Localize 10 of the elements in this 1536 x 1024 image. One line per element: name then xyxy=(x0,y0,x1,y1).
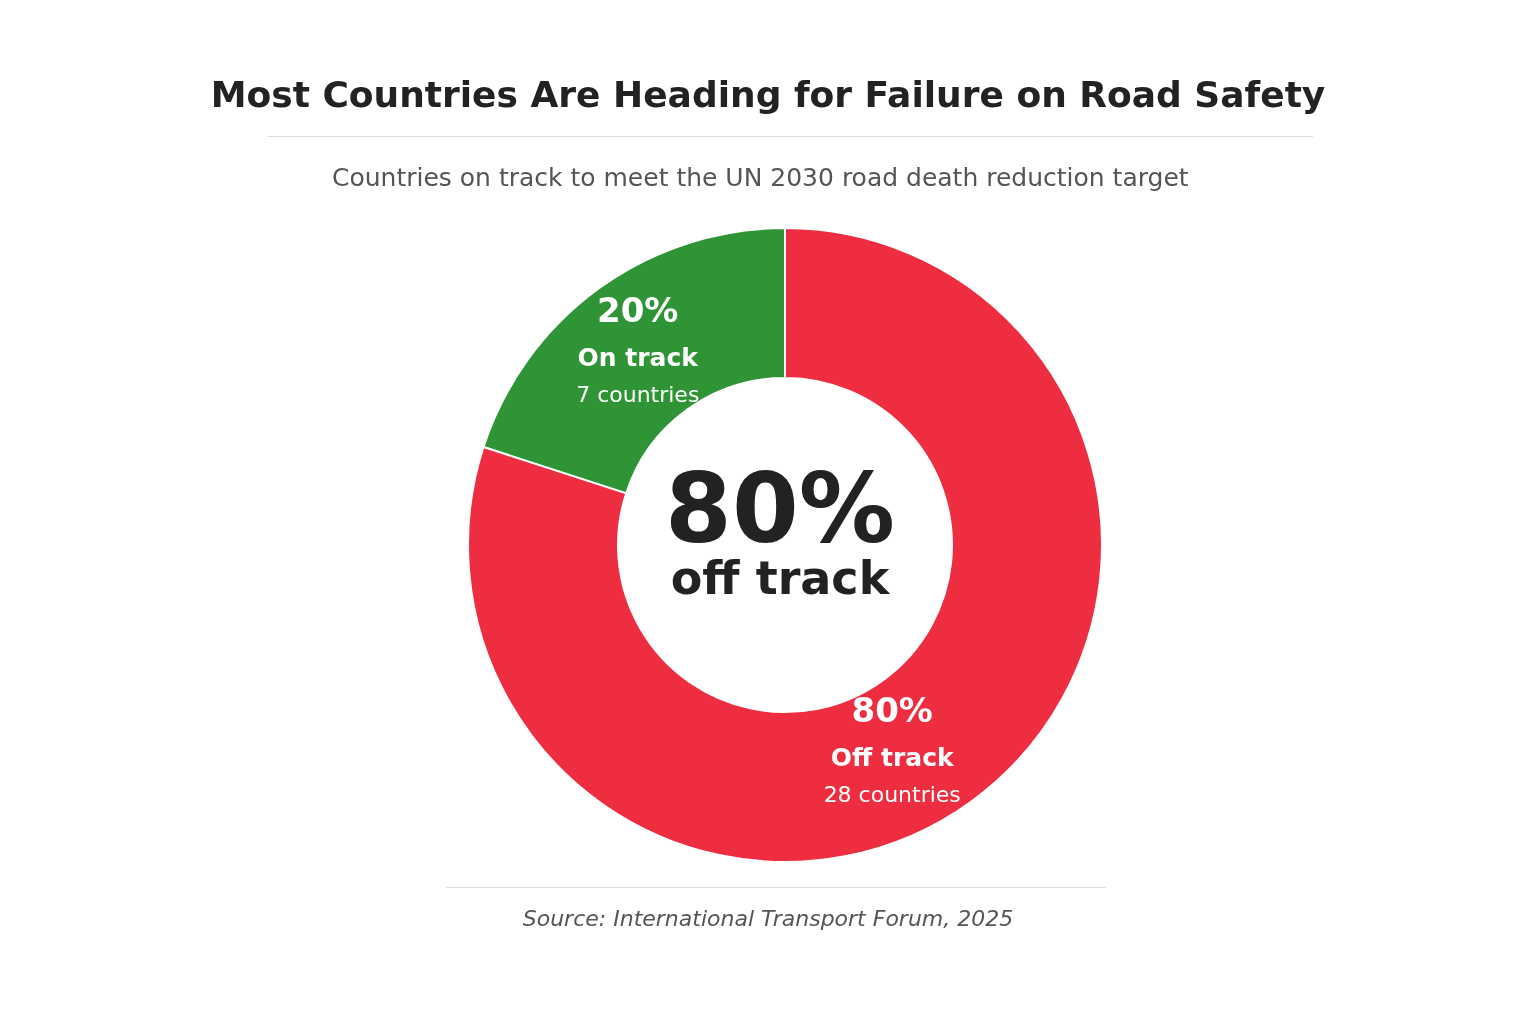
chart-title: Most Countries Are Heading for Failure on Road Safety xyxy=(209,74,1327,115)
text: 28 countries xyxy=(823,781,961,807)
data-label: 80% xyxy=(851,689,933,730)
slice-label: Off track xyxy=(830,742,956,772)
donut-slice xyxy=(467,227,1103,863)
source-note: Source: International Transport Forum, 2025 xyxy=(521,906,1015,931)
text: 7 countries xyxy=(576,382,700,408)
chart-subtitle: Countries on track to meet the UN 2030 road death reduction target xyxy=(332,163,1189,192)
data-label: 20% xyxy=(597,290,679,331)
slice-label: On track xyxy=(577,343,700,373)
